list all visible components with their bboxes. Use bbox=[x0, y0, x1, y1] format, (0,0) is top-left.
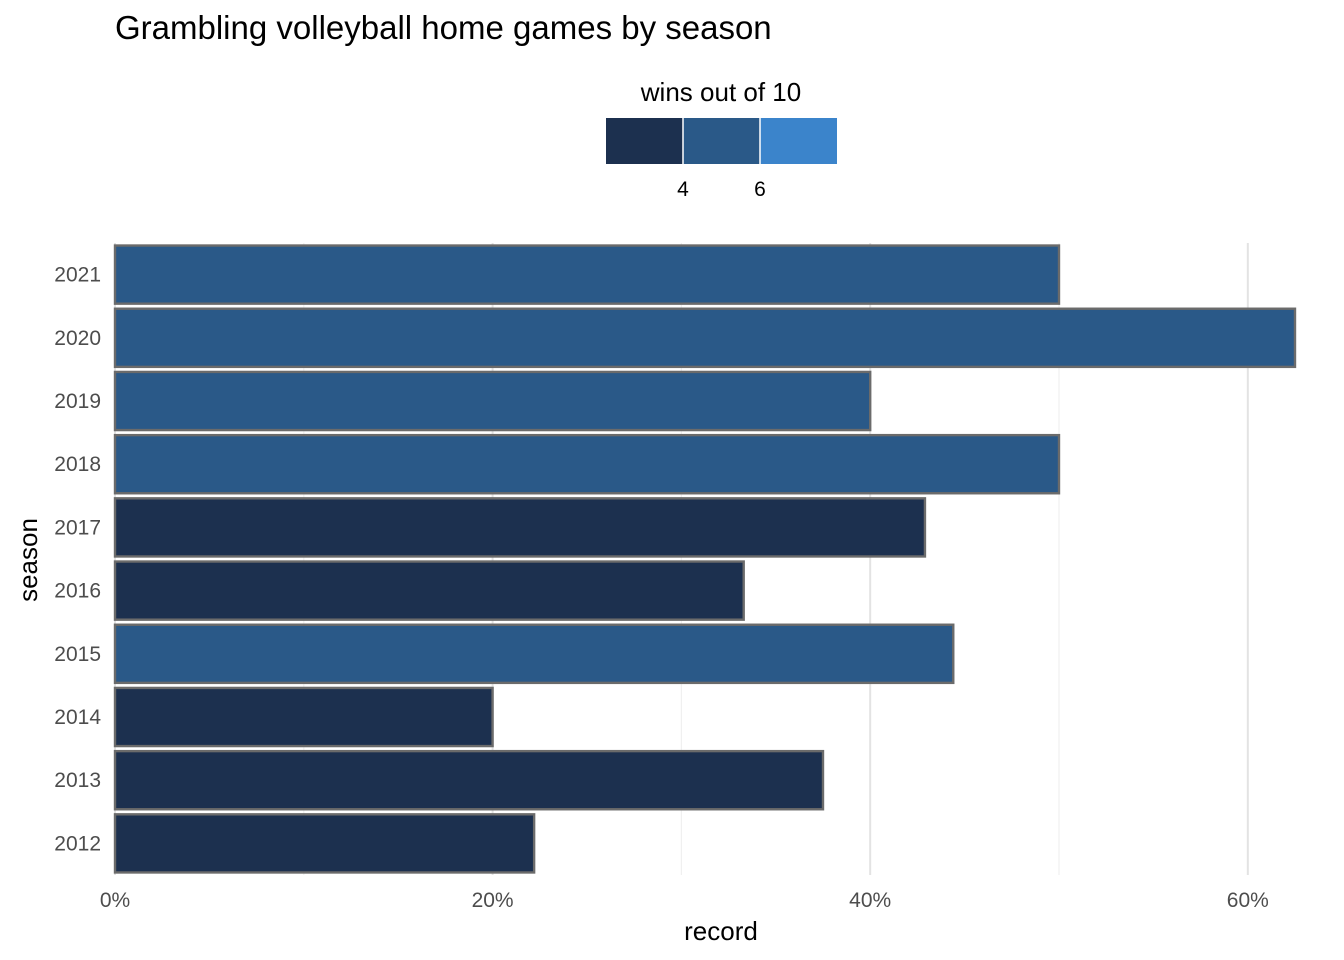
y-tick-label: 2020 bbox=[54, 327, 101, 350]
bars bbox=[113, 244, 1297, 874]
y-axis-title: season bbox=[13, 518, 43, 602]
y-tick-label: 2018 bbox=[54, 453, 101, 476]
y-tick-label: 2016 bbox=[54, 580, 101, 603]
bar-2020 bbox=[113, 307, 1297, 369]
bar-2021 bbox=[113, 244, 1061, 305]
bar-2013 bbox=[113, 749, 825, 811]
bar-2017 bbox=[113, 497, 927, 558]
y-tick-label: 2017 bbox=[54, 516, 101, 539]
legend-title: wins out of 10 bbox=[640, 77, 801, 107]
legend-break-label: 4 bbox=[677, 178, 689, 201]
x-axis-ticks: 0% 20% 40% 60% bbox=[100, 889, 1269, 912]
x-tick-label: 0% bbox=[100, 889, 130, 912]
y-tick-label: 2015 bbox=[54, 643, 101, 666]
x-axis-title: record bbox=[684, 916, 758, 946]
bar-2012 bbox=[113, 813, 536, 874]
y-axis-ticks: 2012 2013 2014 2015 2016 2017 2018 2019 2020 2021 bbox=[54, 264, 101, 856]
bar-2015 bbox=[113, 623, 955, 685]
legend-key bbox=[683, 118, 760, 164]
legend-break-label: 6 bbox=[754, 178, 766, 201]
chart-title: Grambling volleyball home games by seaso… bbox=[115, 9, 772, 46]
bar-2019 bbox=[113, 370, 872, 432]
y-tick-label: 2013 bbox=[54, 769, 101, 792]
x-tick-label: 40% bbox=[849, 889, 891, 912]
x-tick-label: 60% bbox=[1227, 889, 1269, 912]
y-tick-label: 2014 bbox=[54, 706, 101, 729]
y-tick-label: 2019 bbox=[54, 390, 101, 413]
x-tick-label: 20% bbox=[472, 889, 514, 912]
legend-key bbox=[606, 118, 683, 164]
legend-key bbox=[760, 118, 837, 164]
bar-2018 bbox=[113, 433, 1061, 495]
bar-2016 bbox=[113, 560, 745, 621]
y-tick-label: 2021 bbox=[54, 264, 101, 287]
bar-2014 bbox=[113, 686, 494, 748]
y-tick-label: 2012 bbox=[54, 832, 101, 855]
